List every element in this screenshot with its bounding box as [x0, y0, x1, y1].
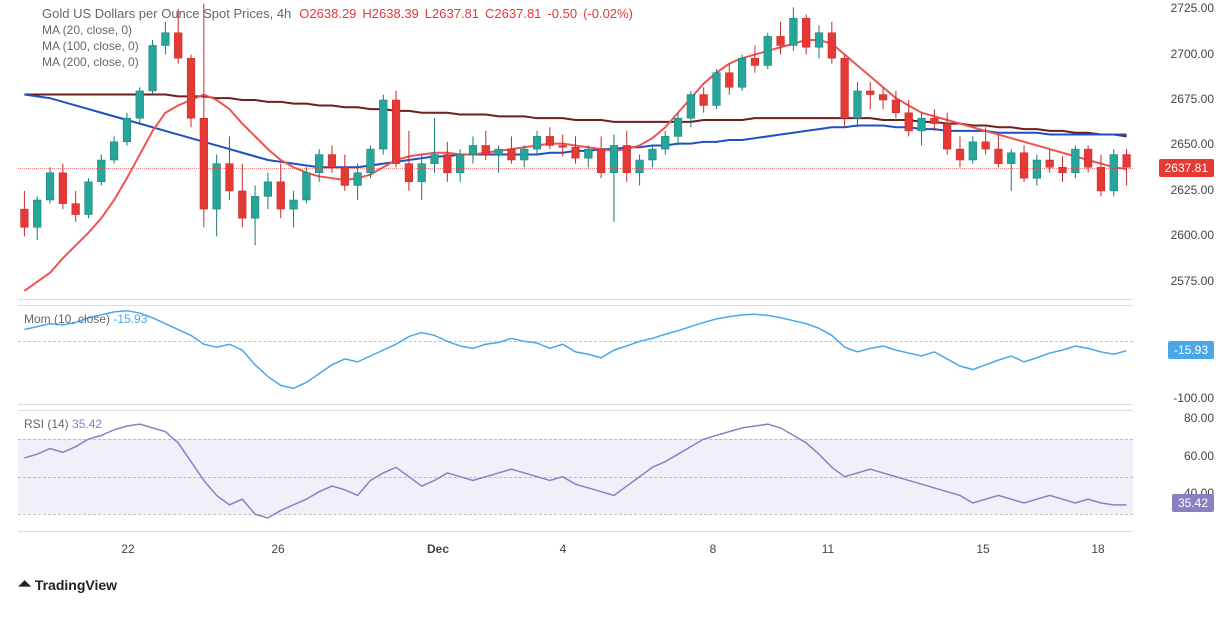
momentum-panel[interactable]: Mom (10, close) -15.93 — [18, 305, 1133, 405]
ma20-label: MA (20, close, 0) — [42, 23, 633, 37]
momentum-svg — [18, 306, 1133, 406]
tradingview-watermark: ⏶ TradingView — [18, 576, 117, 594]
current-price-tag: 2637.81 — [1159, 159, 1214, 177]
x-tick: 26 — [271, 542, 284, 556]
y-tick: 2625.00 — [1171, 183, 1214, 197]
rsi-y-tick: 60.00 — [1184, 449, 1214, 463]
x-tick: 22 — [121, 542, 134, 556]
momentum-current-tag: -15.93 — [1168, 341, 1214, 359]
ma100-label: MA (100, close, 0) — [42, 39, 633, 53]
rsi-y-tick: 80.00 — [1184, 411, 1214, 425]
momentum-label: Mom (10, close) -15.93 — [24, 312, 147, 326]
mom-y-tick: -100.00 — [1173, 391, 1214, 405]
rsi-panel[interactable]: RSI (14) 35.42 — [18, 410, 1133, 532]
x-tick: 11 — [822, 542, 834, 556]
ohlc-pct: (-0.02%) — [583, 6, 633, 21]
instrument-title: Gold US Dollars per Ounce Spot Prices, 4… — [42, 6, 291, 21]
current-price-line — [18, 168, 1133, 169]
y-tick: 2675.00 — [1171, 92, 1214, 106]
rsi-label: RSI (14) 35.42 — [24, 417, 102, 431]
y-tick: 2725.00 — [1171, 1, 1214, 15]
x-axis: 22 26 Dec 4 8 11 15 18 — [18, 536, 1133, 566]
x-tick: Dec — [427, 542, 449, 556]
rsi-current-tag: 35.42 — [1172, 494, 1214, 512]
ohlc-open: O2638.29 — [299, 6, 356, 21]
y-tick: 2650.00 — [1171, 137, 1214, 151]
x-tick: 4 — [560, 542, 567, 556]
y-tick: 2575.00 — [1171, 274, 1214, 288]
ohlc-values: O2638.29 H2638.39 L2637.81 C2637.81 -0.5… — [299, 6, 633, 21]
y-axis: 2725.00 2700.00 2675.00 2650.00 2625.00 2600.… — [1137, 0, 1232, 532]
x-tick: 15 — [976, 542, 989, 556]
x-tick: 8 — [710, 542, 717, 556]
x-tick: 18 — [1091, 542, 1104, 556]
ma200-label: MA (200, close, 0) — [42, 55, 633, 69]
ohlc-high: H2638.39 — [362, 6, 418, 21]
rsi-svg — [18, 411, 1133, 533]
y-tick: 2700.00 — [1171, 47, 1214, 61]
ohlc-change: -0.50 — [547, 6, 577, 21]
chart-container: Gold US Dollars per Ounce Spot Prices, 4… — [0, 0, 1232, 621]
y-tick: 2600.00 — [1171, 228, 1214, 242]
ohlc-low: L2637.81 — [425, 6, 479, 21]
main-price-panel[interactable]: Gold US Dollars per Ounce Spot Prices, 4… — [18, 0, 1133, 300]
tradingview-logo-icon: ⏶ — [18, 576, 31, 594]
chart-header: Gold US Dollars per Ounce Spot Prices, 4… — [42, 6, 633, 69]
ohlc-close: C2637.81 — [485, 6, 541, 21]
